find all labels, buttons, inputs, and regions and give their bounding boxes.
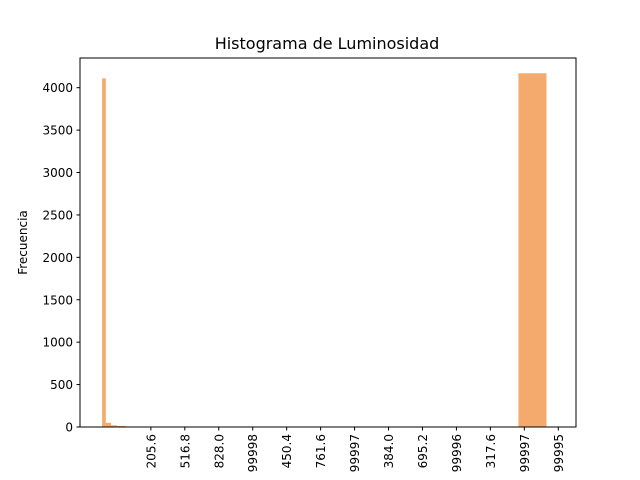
histogram-bar xyxy=(116,425,126,427)
x-tick-label: 317.6 xyxy=(484,434,498,468)
x-tick-label: 761.6 xyxy=(314,434,328,468)
plot-frame xyxy=(79,57,577,428)
bars-group xyxy=(102,73,547,428)
x-tick-label: 828.0 xyxy=(212,434,226,468)
y-tick-label: 3500 xyxy=(42,124,73,138)
y-tick-label: 4000 xyxy=(42,81,73,95)
x-tick-label: 205.6 xyxy=(144,434,158,468)
x-tick-label: 99996 xyxy=(450,434,464,472)
y-tick-label: 3000 xyxy=(42,166,73,180)
y-tick-label: 1500 xyxy=(42,293,73,307)
y-tick-label: 2000 xyxy=(42,251,73,265)
x-axis: 205.6 516.8 828.0 99998 450.4 761.6 99997 384.0… xyxy=(144,427,566,472)
x-tick-label: 99997 xyxy=(348,434,362,472)
x-tick-label: 384.0 xyxy=(382,434,396,468)
x-tick-label: 99995 xyxy=(552,434,566,472)
y-axis-label: Frecuencia xyxy=(16,210,30,275)
y-axis: 0 500 1000 1500 2000 2500 3000 3500 4000 xyxy=(42,81,80,435)
chart-title: Histograma de Luminosidad xyxy=(215,34,440,53)
x-tick-label: 695.2 xyxy=(416,434,430,468)
histogram-bar xyxy=(111,425,117,427)
x-tick-label: 450.4 xyxy=(280,434,294,468)
x-tick-label: 516.8 xyxy=(178,434,192,468)
x-tick-label: 99997 xyxy=(518,434,532,472)
histogram-bar xyxy=(518,73,547,428)
y-tick-label: 2500 xyxy=(42,208,73,222)
histogram-bar xyxy=(105,422,111,427)
y-tick-label: 0 xyxy=(65,421,73,435)
x-tick-label: 99998 xyxy=(246,434,260,472)
y-tick-label: 500 xyxy=(50,378,73,392)
y-tick-label: 1000 xyxy=(42,336,73,350)
histogram-bar xyxy=(102,78,106,428)
